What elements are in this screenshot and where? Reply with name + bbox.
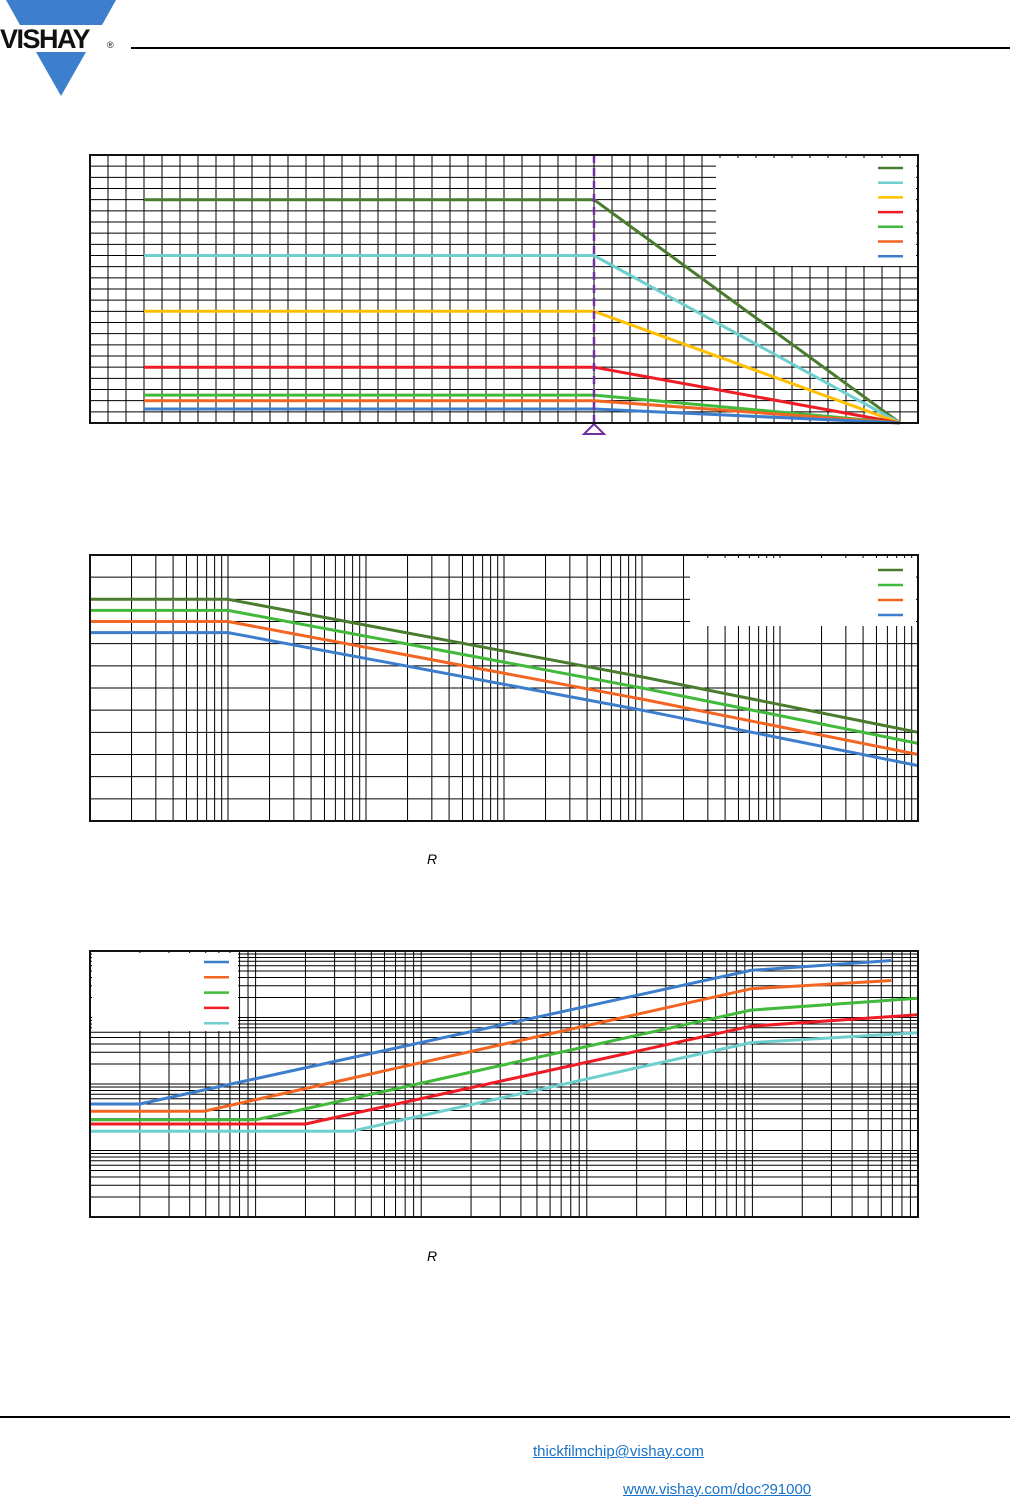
email-link[interactable]: thickfilmchip@vishay.com	[533, 1443, 704, 1460]
series-line	[90, 959, 892, 1106]
svg-text:®: ®	[107, 40, 114, 50]
plot-frame	[89, 554, 919, 822]
series-line	[90, 1031, 919, 1133]
vishay-logo: VISHAY ®	[0, 0, 116, 96]
series-line	[90, 608, 919, 745]
svg-text:VISHAY: VISHAY	[0, 24, 91, 54]
footer-rule	[0, 1416, 1010, 1418]
doc-link[interactable]: www.vishay.com/doc?91000	[623, 1481, 812, 1498]
plot-frame	[89, 950, 919, 1218]
series-line	[90, 996, 919, 1122]
series-line	[90, 1013, 919, 1126]
chart2-x-axis-label: R	[427, 851, 438, 867]
series-line	[144, 399, 901, 425]
chart3-x-axis-label: R	[427, 1248, 438, 1264]
series-line	[90, 597, 919, 734]
plot-frame	[89, 154, 919, 424]
logo-top-triangle	[6, 0, 116, 25]
series-line	[144, 254, 901, 425]
knee-marker-triangle	[581, 422, 607, 435]
header-rule	[131, 47, 1010, 49]
series-line	[90, 979, 892, 1113]
logo-bottom-triangle	[36, 52, 86, 96]
series-line	[90, 631, 919, 768]
series-line	[90, 620, 919, 756]
